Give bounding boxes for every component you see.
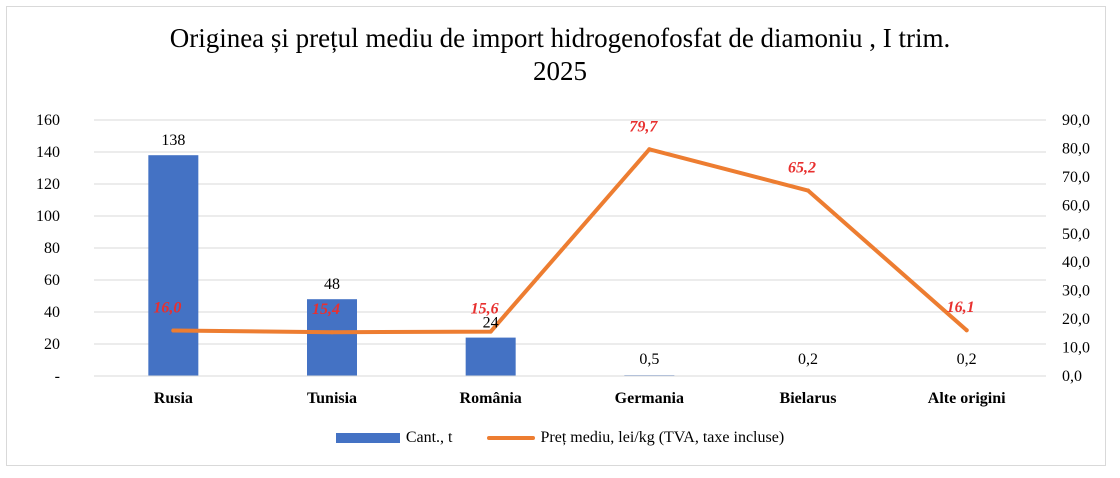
y-left-tick-label: 80 (44, 240, 60, 257)
bar (465, 337, 516, 376)
x-tick-label: Germania (615, 390, 684, 407)
line-data-label: 79,7 (629, 118, 658, 135)
price-point (806, 188, 810, 193)
x-tick-label: România (460, 390, 522, 407)
legend-line-label: Preț mediu, lei/kg (TVA, taxe incluse) (540, 429, 785, 446)
y-left-tick-label: 100 (36, 208, 60, 225)
bar-data-label: 138 (161, 132, 185, 149)
y-left-tick-label: 40 (44, 304, 60, 321)
x-tick-label: Rusia (154, 390, 193, 407)
chart-title-line2: 2025 (533, 56, 587, 86)
bar-data-label: 48 (324, 276, 340, 293)
y-right-tick-label: 60,0 (1062, 197, 1090, 214)
bar (148, 155, 199, 376)
legend-item-line: Preț mediu, lei/kg (TVA, taxe incluse) (486, 429, 785, 447)
y-right-tick-label: 30,0 (1062, 283, 1090, 300)
y-right-tick-label: 0,0 (1062, 368, 1082, 385)
x-tick-label: Alte origini (928, 390, 1006, 407)
bar-data-label: 24 (483, 315, 499, 332)
y-left-tick-label: 120 (36, 176, 60, 193)
bar-data-label: 0,2 (957, 351, 977, 368)
y-left-tick-label: 160 (36, 112, 60, 129)
price-point (488, 329, 493, 334)
y-right-tick-label: 20,0 (1062, 311, 1090, 328)
bar-data-label: 0,5 (639, 351, 659, 368)
y-right-tick-label: 90,0 (1062, 112, 1090, 129)
legend-line-swatch (486, 436, 535, 440)
bar-layer (148, 155, 992, 376)
x-tick-label: Tunisia (307, 390, 357, 407)
grid-layer (94, 119, 1046, 345)
legend-bar-swatch (335, 433, 400, 443)
axis-layer: - 20 40 60 80 100 120 140 160 0,0 10,0 20,0 30,0 40,0… (36, 112, 1090, 407)
line-data-label: 15,6 (471, 301, 499, 318)
legend: Cant., t Preț mediu, lei/kg (TVA, taxe i… (0, 426, 1120, 450)
y-left-tick-label: 60 (44, 272, 60, 289)
line-data-label: 16,0 (153, 299, 181, 316)
price-point (171, 328, 176, 333)
bar (307, 299, 357, 376)
bar-data-label: 0,2 (798, 351, 818, 368)
y-left-tick-label: 140 (36, 144, 60, 161)
label-layer: 138 48 24 0,5 0,2 0,2 16,0 15,4 15,6 79,7 65,2 16,1 (153, 118, 976, 368)
price-point (647, 147, 652, 152)
y-left-tick-label: - (55, 368, 60, 385)
chart-title: Originea și prețul mediu de import hidro… (20, 22, 1100, 88)
y-left-tick-label: 20 (44, 336, 60, 353)
y-right-tick-label: 10,0 (1062, 340, 1090, 357)
line-layer (171, 147, 969, 335)
line-data-label: 65,2 (788, 160, 816, 177)
legend-bar-label: Cant., t (405, 429, 453, 446)
x-tick-label: Bielarus (780, 390, 837, 407)
y-right-tick-label: 50,0 (1062, 226, 1090, 243)
y-right-tick-label: 70,0 (1062, 169, 1090, 186)
price-point (964, 328, 969, 333)
y-right-tick-label: 40,0 (1062, 254, 1090, 271)
chart-title-line1: Originea și prețul mediu de import hidro… (169, 23, 951, 53)
legend-item-bars: Cant., t (335, 429, 453, 447)
price-point (330, 330, 334, 335)
line-data-label: 15,4 (312, 301, 340, 318)
line-data-label: 16,1 (947, 299, 975, 316)
y-right-tick-label: 80,0 (1062, 140, 1090, 157)
price-line (171, 147, 969, 335)
